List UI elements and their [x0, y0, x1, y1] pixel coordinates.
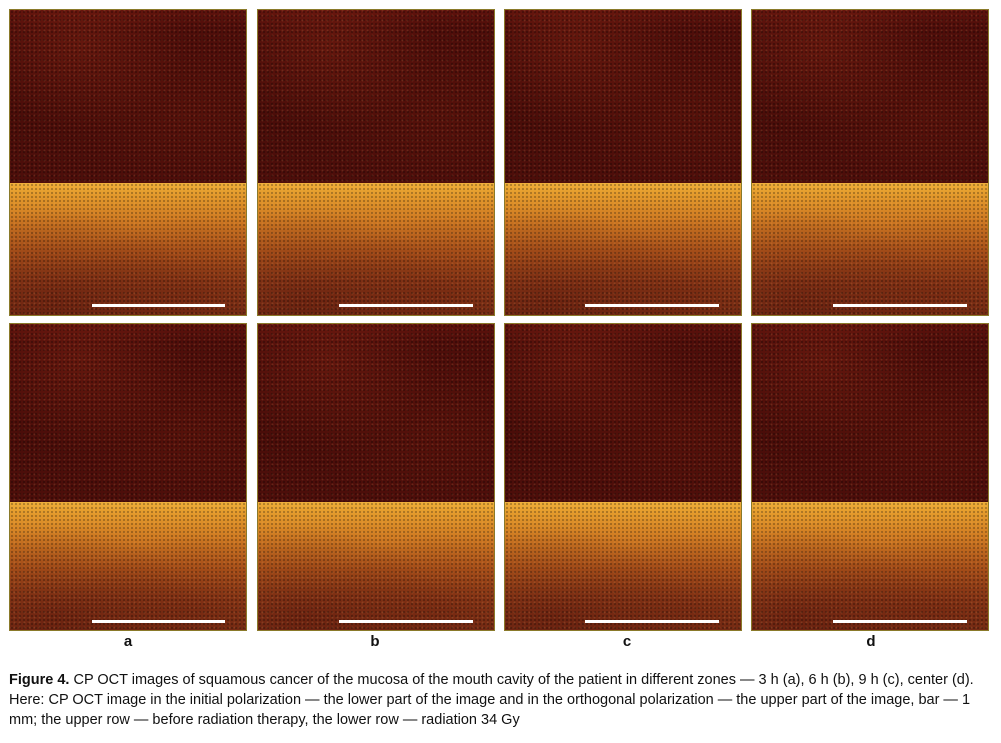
- orthogonal-polarization-image: [10, 324, 246, 502]
- orthogonal-polarization-image: [10, 10, 246, 183]
- oct-image-after-3h: [9, 323, 247, 631]
- oct-image-after-center: [751, 323, 989, 631]
- scale-bar: [339, 304, 473, 307]
- initial-polarization-image: [258, 502, 494, 630]
- initial-polarization-image: [10, 502, 246, 630]
- orthogonal-polarization-image: [258, 10, 494, 183]
- initial-polarization-image: [752, 183, 988, 315]
- orthogonal-polarization-image: [505, 10, 741, 183]
- panel-label-a: a: [123, 633, 133, 650]
- panel-label-d: d: [866, 633, 876, 650]
- oct-image-before-3h: [9, 9, 247, 316]
- scale-bar: [339, 620, 473, 623]
- orthogonal-polarization-image: [752, 324, 988, 502]
- initial-polarization-image: [10, 183, 246, 315]
- figure-caption: Figure 4. CP OCT images of squamous canc…: [9, 670, 994, 730]
- oct-image-before-center: [751, 9, 989, 316]
- initial-polarization-image: [258, 183, 494, 315]
- oct-image-before-9h: [504, 9, 742, 316]
- initial-polarization-image: [505, 183, 741, 315]
- scale-bar: [92, 620, 225, 623]
- caption-text: CP OCT images of squamous cancer of the …: [9, 672, 974, 728]
- oct-image-before-6h: [257, 9, 495, 316]
- scale-bar: [92, 304, 225, 307]
- initial-polarization-image: [752, 502, 988, 630]
- scale-bar: [833, 620, 967, 623]
- orthogonal-polarization-image: [258, 324, 494, 502]
- scale-bar: [585, 304, 719, 307]
- oct-image-after-6h: [257, 323, 495, 631]
- caption-heading: Figure 4.: [9, 672, 70, 688]
- panel-label-b: b: [370, 633, 380, 650]
- initial-polarization-image: [505, 502, 741, 630]
- scale-bar: [833, 304, 967, 307]
- orthogonal-polarization-image: [752, 10, 988, 183]
- scale-bar: [585, 620, 719, 623]
- orthogonal-polarization-image: [505, 324, 741, 502]
- oct-image-after-9h: [504, 323, 742, 631]
- panel-label-c: c: [622, 633, 632, 650]
